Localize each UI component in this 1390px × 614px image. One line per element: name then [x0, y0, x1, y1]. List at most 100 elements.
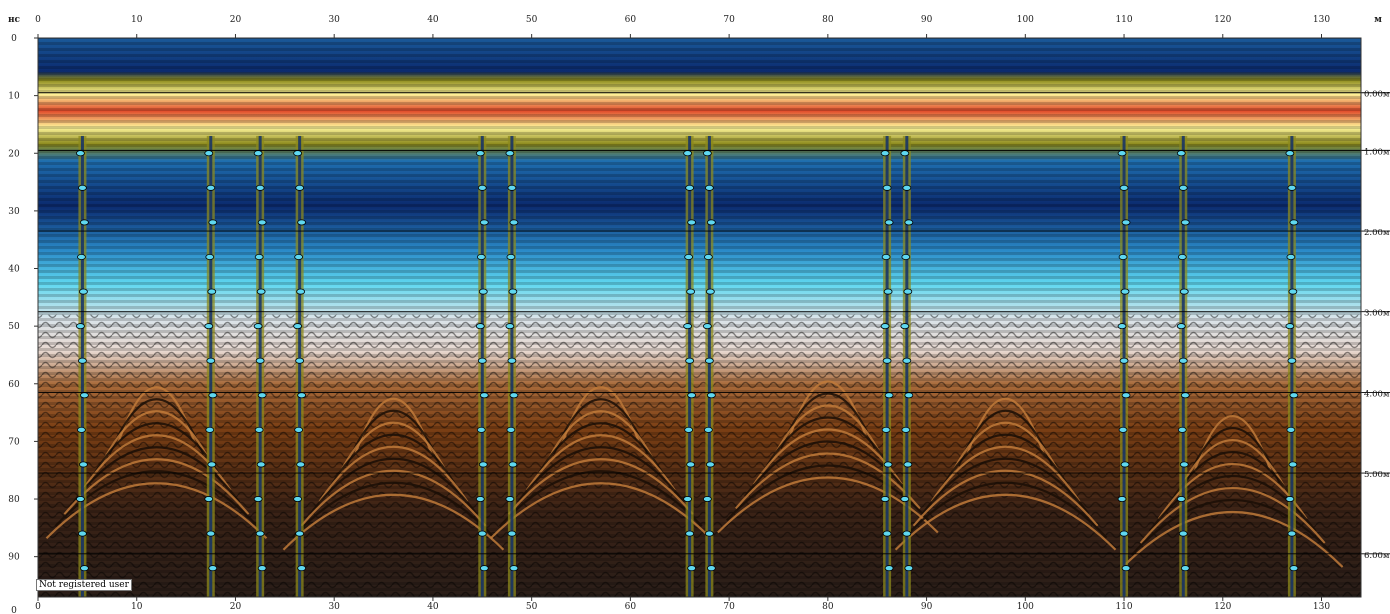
anomaly-blob: [904, 219, 914, 226]
depth-label-3: 3.00м: [1364, 309, 1390, 319]
anomaly-blob: [705, 461, 715, 468]
anomaly-blob: [703, 253, 713, 260]
anomaly-blob: [1288, 461, 1298, 468]
anomaly-blob: [1178, 184, 1188, 191]
x-bottom-tick-label-50: 50: [526, 602, 538, 612]
anomaly-blob: [79, 461, 88, 468]
anomaly-blob: [204, 496, 214, 503]
anomaly-blob: [478, 461, 488, 468]
anomaly-blob: [297, 565, 307, 572]
hyperbola-0-arc-1: [108, 398, 205, 455]
anomaly-blob: [479, 392, 489, 399]
anomaly-blob: [1178, 530, 1188, 537]
anomaly-blob: [257, 219, 267, 226]
anomaly-blob: [297, 392, 307, 399]
anomaly-blob: [703, 426, 713, 433]
anomaly-blob: [255, 184, 265, 191]
anomaly-blob: [479, 219, 489, 226]
anomaly-blob: [509, 392, 519, 399]
unregistered-watermark: Not registered user: [36, 579, 132, 591]
anomaly-blob: [1285, 323, 1295, 330]
x-bottom-tick-label-80: 80: [822, 602, 834, 612]
anomaly-blob: [476, 426, 486, 433]
x-top-tick-label-10: 10: [131, 15, 143, 25]
anomaly-blob: [296, 461, 306, 468]
anomaly-core: [1181, 135, 1185, 597]
anomaly-blob: [1119, 530, 1129, 537]
anomaly-blob: [883, 288, 893, 295]
anomaly-blob: [902, 530, 912, 537]
hyperbola-5-arc-6: [1139, 486, 1326, 544]
y-tick-label-0: 0: [11, 34, 17, 44]
x-top-tick-label-20: 20: [230, 15, 242, 25]
anomaly-blob: [256, 461, 266, 468]
hyperbola-2-arc-5: [516, 446, 685, 503]
anomaly-blob: [883, 461, 893, 468]
anomaly-blob: [1176, 496, 1186, 503]
anomaly-blob: [208, 565, 218, 572]
anomaly-blob: [884, 392, 894, 399]
anomaly-blob: [295, 530, 305, 537]
anomaly-blob: [901, 253, 911, 260]
anomaly-blob: [1288, 288, 1298, 295]
anomaly-blob: [704, 184, 714, 191]
y-tick-label-10: 10: [8, 92, 20, 102]
y-tick-label-90: 90: [8, 553, 20, 563]
y-tick-label-30: 30: [8, 207, 20, 217]
anomaly-blob: [509, 219, 519, 226]
vertical-anomaly-5: [505, 135, 519, 597]
anomaly-blob: [506, 426, 516, 433]
anomaly-blob: [1177, 426, 1187, 433]
anomaly-blob: [702, 150, 712, 157]
anomaly-blob: [205, 426, 215, 433]
anomaly-blob: [505, 150, 515, 157]
anomaly-blob: [1289, 392, 1299, 399]
x-top-tick-label-40: 40: [427, 15, 439, 25]
anomaly-blob: [505, 323, 515, 330]
x-top-tick-label-30: 30: [328, 15, 340, 25]
anomaly-blob: [475, 150, 485, 157]
anomaly-blob: [685, 530, 695, 537]
hyperbola-3-arc-1: [779, 392, 876, 449]
anomaly-blob: [706, 565, 716, 572]
anomaly-blob: [902, 184, 912, 191]
anomaly-blob: [904, 392, 914, 399]
anomaly-blob: [80, 392, 89, 399]
hyperbola-0-arc-8: [45, 482, 268, 540]
hyperbola-0-arc-3: [90, 422, 223, 479]
hyperbola-2-arc-7: [498, 470, 703, 527]
x-bottom-tick-label-70: 70: [723, 602, 735, 612]
x-bottom-tick-label-110: 110: [1115, 602, 1132, 612]
anomaly-blob: [79, 288, 88, 295]
anomaly-blob: [884, 219, 894, 226]
anomaly-blob: [901, 426, 911, 433]
x-top-tick-label-60: 60: [625, 15, 637, 25]
plot-frame: [37, 37, 1362, 598]
anomaly-blob: [505, 496, 515, 503]
vertical-anomaly-7: [702, 135, 716, 597]
anomaly-blob: [204, 323, 214, 330]
anomaly-blob: [77, 253, 86, 260]
anomaly-blob: [78, 530, 87, 537]
anomaly-blob: [705, 288, 715, 295]
anomaly-blob: [1121, 219, 1131, 226]
hyperbola-4-arc-4: [930, 445, 1081, 503]
x-bottom-tick-label-60: 60: [625, 602, 637, 612]
anomaly-blob: [78, 357, 87, 364]
vertical-anomaly-12: [1285, 135, 1299, 597]
hyperbola-2-arc-2: [543, 410, 658, 467]
hyperbola-4-arc-1: [957, 409, 1054, 467]
anomaly-blob: [479, 565, 489, 572]
anomaly-core: [688, 135, 692, 597]
anomaly-blob: [1117, 323, 1127, 330]
vertical-anomaly-4: [475, 135, 489, 597]
anomaly-blob: [507, 357, 517, 364]
hyperbola-4-arc-6: [912, 469, 1099, 527]
hyperbola-1-arc-7: [291, 481, 496, 539]
hyperbola-5-arc-7: [1130, 499, 1335, 556]
anomaly-blob: [508, 461, 518, 468]
anomaly-blob: [76, 323, 85, 330]
x-top-tick-label-120: 120: [1214, 15, 1231, 25]
hyperbola-4-arc-2: [948, 421, 1063, 479]
x-bottom-tick-label-0: 0: [35, 602, 41, 612]
